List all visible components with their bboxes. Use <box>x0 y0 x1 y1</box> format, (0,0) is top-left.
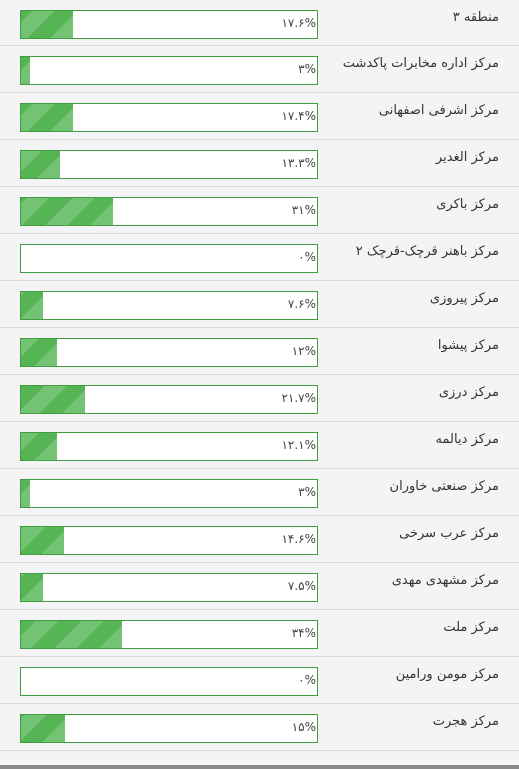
progress-fill <box>21 11 74 38</box>
progress-fill <box>21 433 57 460</box>
progress-bar: ۱۲% <box>20 338 318 367</box>
list-item: ۳% مرکز صنعتی خاوران <box>0 469 519 516</box>
progress-fill <box>21 104 73 131</box>
progress-fill <box>21 715 66 742</box>
progress-percent: ۰% <box>298 673 316 687</box>
progress-percent: ۳% <box>298 485 316 499</box>
progress-list: ۱۷.۶% منطقه ۳ ۳% مرکز اداره مخابرات پاکدشت ۱… <box>0 0 519 751</box>
item-label: مرکز دیالمه <box>435 432 499 447</box>
item-label: مرکز باکری <box>436 197 499 212</box>
progress-percent: ۱۴.۶% <box>281 532 316 546</box>
progress-bar: ۳۴% <box>20 620 318 649</box>
list-item: ۰% مرکز باهنر قرچک-قرچک ۲ <box>0 234 519 281</box>
progress-bar: ۰% <box>20 244 318 273</box>
progress-percent: ۱۷.۶% <box>281 16 316 30</box>
progress-fill <box>21 151 61 178</box>
progress-bar: ۳% <box>20 479 318 508</box>
progress-percent: ۲۱.۷% <box>281 391 316 405</box>
list-item: ۱۵% مرکز هجرت <box>0 704 519 751</box>
item-label: مرکز پیروزی <box>429 291 499 306</box>
list-item: ۱۷.۶% منطقه ۳ <box>0 0 519 46</box>
progress-bar: ۱۷.۴% <box>20 103 318 132</box>
progress-percent: ۱۳.۳% <box>281 156 316 170</box>
progress-bar: ۷.۶% <box>20 291 318 320</box>
progress-bar: ۱۷.۶% <box>20 10 318 39</box>
progress-percent: ۷.۶% <box>287 297 316 311</box>
item-label: مرکز الغدیر <box>435 150 499 165</box>
progress-fill <box>21 339 57 366</box>
scrollbar-track[interactable] <box>0 765 519 769</box>
item-label: مرکز درزی <box>438 385 499 400</box>
progress-percent: ۱۵% <box>291 720 316 734</box>
item-label: مرکز هجرت <box>432 714 499 729</box>
progress-fill <box>21 527 65 554</box>
progress-percent: ۰% <box>298 250 316 264</box>
progress-percent: ۷.۵% <box>287 579 316 593</box>
list-item: ۳% مرکز اداره مخابرات پاکدشت <box>0 46 519 93</box>
list-item: ۲۱.۷% مرکز درزی <box>0 375 519 422</box>
progress-percent: ۳۱% <box>291 203 316 217</box>
item-label: مرکز اشرفی اصفهانی <box>378 103 499 118</box>
list-item: ۳۱% مرکز باکری <box>0 187 519 234</box>
progress-percent: ۳۴% <box>291 626 316 640</box>
list-item: ۱۷.۴% مرکز اشرفی اصفهانی <box>0 93 519 140</box>
item-label: مرکز مومن ورامین <box>395 667 499 682</box>
progress-bar: ۷.۵% <box>20 573 318 602</box>
progress-fill <box>21 574 44 601</box>
progress-percent: ۱۷.۴% <box>281 109 316 123</box>
item-label: مرکز پیشوا <box>437 338 499 353</box>
item-label: مرکز ملت <box>443 620 499 635</box>
list-item: ۳۴% مرکز ملت <box>0 610 519 657</box>
progress-fill <box>21 292 44 319</box>
progress-percent: ۱۲.۱% <box>281 438 316 452</box>
progress-bar: ۱۲.۱% <box>20 432 318 461</box>
list-item: ۷.۶% مرکز پیروزی <box>0 281 519 328</box>
progress-percent: ۱۲% <box>291 344 316 358</box>
progress-bar: ۰% <box>20 667 318 696</box>
item-label: مرکز مشهدی مهدی <box>391 573 499 588</box>
list-item: ۷.۵% مرکز مشهدی مهدی <box>0 563 519 610</box>
progress-fill <box>21 386 86 413</box>
progress-percent: ۳% <box>298 62 316 76</box>
list-item: ۱۲% مرکز پیشوا <box>0 328 519 375</box>
progress-bar: ۲۱.۷% <box>20 385 318 414</box>
progress-bar: ۱۳.۳% <box>20 150 318 179</box>
progress-fill <box>21 621 122 648</box>
list-item: ۱۳.۳% مرکز الغدیر <box>0 140 519 187</box>
list-item: ۱۴.۶% مرکز عرب سرخی <box>0 516 519 563</box>
progress-bar: ۳% <box>20 56 318 85</box>
item-label: منطقه ۳ <box>452 10 499 25</box>
progress-fill <box>21 480 30 507</box>
progress-bar: ۳۱% <box>20 197 318 226</box>
list-item: ۱۲.۱% مرکز دیالمه <box>0 422 519 469</box>
item-label: مرکز اداره مخابرات پاکدشت <box>342 56 499 71</box>
progress-bar: ۱۴.۶% <box>20 526 318 555</box>
progress-fill <box>21 57 30 84</box>
item-label: مرکز صنعتی خاوران <box>389 479 499 494</box>
list-item: ۰% مرکز مومن ورامین <box>0 657 519 704</box>
progress-bar: ۱۵% <box>20 714 318 743</box>
item-label: مرکز باهنر قرچک-قرچک ۲ <box>355 244 499 259</box>
progress-fill <box>21 198 113 225</box>
item-label: مرکز عرب سرخی <box>399 526 499 541</box>
